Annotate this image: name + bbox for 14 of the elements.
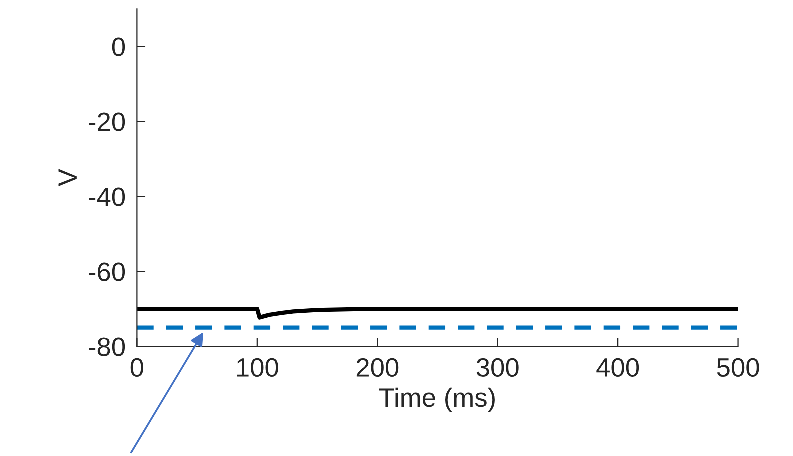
y-tick-label: -40	[89, 188, 126, 206]
x-tick-label: 400	[596, 358, 640, 378]
y-tick-label: -80	[89, 338, 126, 356]
y-tick-label: -60	[89, 262, 126, 282]
x-tick-label: 0	[130, 358, 144, 378]
x-tick-label: 100	[237, 358, 278, 378]
x-axis-title: Time (ms)	[379, 388, 495, 412]
y-axis-title: V	[58, 169, 77, 187]
x-tick-label: 200	[356, 358, 399, 378]
line-series	[137, 306, 738, 320]
y-tick-label: -20	[89, 112, 126, 132]
y-tick-label: 0	[112, 38, 126, 56]
x-tick-label: 300	[476, 358, 519, 378]
x-tick-label: 500	[717, 358, 760, 378]
